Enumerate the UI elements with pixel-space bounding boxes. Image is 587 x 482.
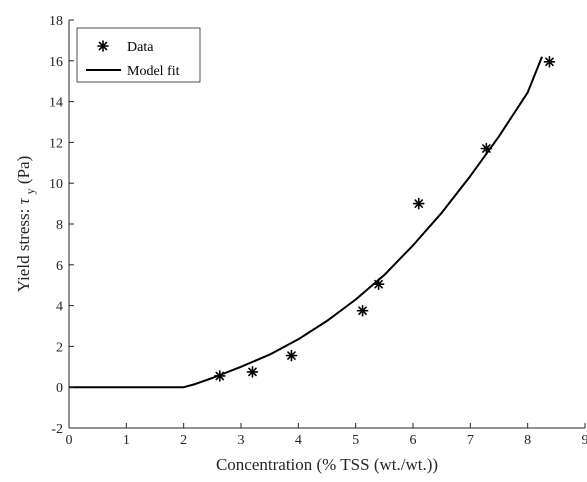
x-tick-label: 1 bbox=[123, 433, 130, 448]
y-tick-label: 16 bbox=[49, 55, 63, 70]
y-tick-label: 2 bbox=[56, 340, 63, 355]
x-tick-label: 4 bbox=[295, 433, 302, 448]
y-tick-label: 6 bbox=[56, 259, 63, 274]
data-point bbox=[372, 278, 385, 290]
legend-asterisk-icon bbox=[97, 40, 109, 52]
legend-data-marker bbox=[97, 40, 109, 52]
plot-area bbox=[69, 20, 585, 428]
y-tick-label: 12 bbox=[49, 136, 63, 151]
axes bbox=[68, 19, 586, 429]
y-tick-label: 8 bbox=[56, 218, 63, 233]
y-axis-label-subscript: y bbox=[23, 188, 37, 194]
data-point bbox=[543, 56, 556, 68]
legend-label-data: Data bbox=[127, 40, 154, 55]
data-point bbox=[412, 197, 425, 210]
data-markers-layer bbox=[213, 56, 556, 382]
y-tick-label: 4 bbox=[56, 300, 63, 315]
y-tick-label: -2 bbox=[51, 422, 63, 437]
y-tick-label: 0 bbox=[56, 381, 63, 396]
x-tick-label: 2 bbox=[180, 433, 187, 448]
model-fit-line bbox=[69, 56, 543, 389]
y-tick-label: 10 bbox=[49, 177, 63, 192]
x-tick-label: 0 bbox=[66, 433, 73, 448]
data-point bbox=[285, 349, 298, 362]
y-tick-label: 14 bbox=[49, 96, 63, 111]
x-tick-label: 6 bbox=[410, 433, 417, 448]
x-tick-label: 5 bbox=[352, 433, 359, 448]
data-point bbox=[213, 370, 226, 382]
y-axis-label-symbol: τ bbox=[14, 197, 33, 204]
y-tick-label: 18 bbox=[49, 14, 63, 29]
x-tick-label: 8 bbox=[524, 433, 531, 448]
x-axis-label: Concentration (% TSS (wt./wt.)) bbox=[216, 455, 438, 474]
y-axis-label-suffix: (Pa) bbox=[14, 156, 33, 189]
data-point bbox=[480, 142, 493, 155]
y-axis-label-prefix: Yield stress: bbox=[14, 204, 33, 292]
data-point bbox=[356, 304, 369, 317]
y-axis-label: Yield stress: τy (Pa) bbox=[14, 156, 37, 293]
data-point bbox=[246, 366, 259, 378]
x-tick-label: 7 bbox=[467, 433, 474, 448]
x-tick-label: 9 bbox=[582, 433, 587, 448]
x-tick-label: 3 bbox=[238, 433, 245, 448]
legend-box bbox=[76, 27, 201, 83]
legend: Data Model fit bbox=[76, 27, 201, 83]
model-fit-layer bbox=[69, 56, 543, 389]
legend-label-model-fit: Model fit bbox=[127, 64, 180, 79]
